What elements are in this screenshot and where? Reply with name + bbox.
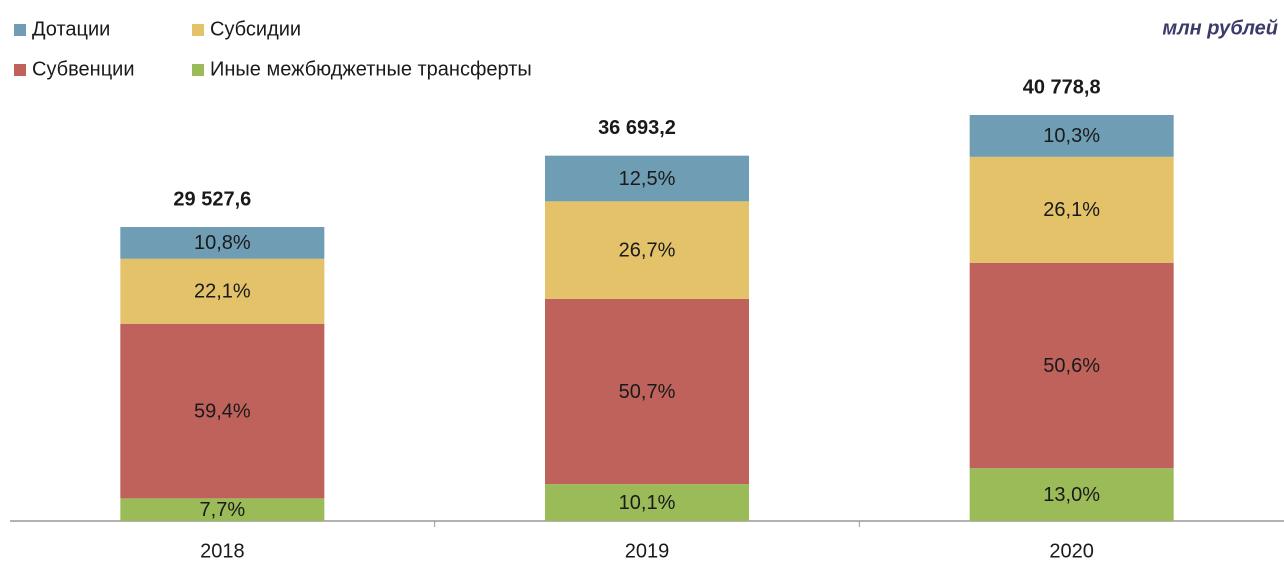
x-tick-label: 2019 bbox=[625, 540, 670, 562]
value-label: 50,7% bbox=[619, 381, 676, 403]
value-label: 7,7% bbox=[200, 499, 246, 521]
bar-segment bbox=[545, 484, 749, 521]
value-label: 13,0% bbox=[1043, 484, 1100, 506]
legend-label: Субвенции bbox=[32, 58, 135, 80]
value-label: 50,6% bbox=[1043, 355, 1100, 377]
legend-label: Субсидии bbox=[210, 18, 301, 40]
bar-segment bbox=[120, 258, 325, 324]
x-tick-label: 2020 bbox=[1049, 540, 1094, 562]
value-label: 26,1% bbox=[1043, 199, 1100, 221]
legend-swatch bbox=[192, 64, 204, 76]
legend-swatch bbox=[14, 64, 26, 76]
value-label: 10,1% bbox=[619, 492, 676, 514]
bar-segment bbox=[969, 115, 1174, 157]
bar-segment bbox=[120, 323, 325, 499]
total-label: 29 527,6 bbox=[173, 188, 251, 210]
value-label: 10,8% bbox=[194, 232, 251, 254]
bar-segment bbox=[969, 468, 1174, 521]
unit-note: млн рублей bbox=[1162, 17, 1278, 39]
bar-segment bbox=[545, 201, 749, 299]
total-label: 36 693,2 bbox=[598, 117, 676, 139]
bar-segment bbox=[545, 298, 749, 485]
value-label: 26,7% bbox=[619, 239, 676, 261]
bar-segment bbox=[969, 156, 1174, 263]
legend-label: Дотации bbox=[32, 18, 110, 40]
value-label: 22,1% bbox=[194, 281, 251, 303]
value-label: 12,5% bbox=[619, 168, 676, 190]
bar-segment bbox=[120, 227, 325, 259]
total-label: 40 778,8 bbox=[1023, 76, 1101, 98]
bar-segment bbox=[120, 498, 325, 521]
bar-segment bbox=[969, 262, 1174, 469]
legend-swatch bbox=[14, 24, 26, 36]
value-label: 59,4% bbox=[194, 400, 251, 422]
bar-segment bbox=[545, 155, 749, 202]
legend-swatch bbox=[192, 24, 204, 36]
x-tick-label: 2018 bbox=[200, 540, 245, 562]
legend-label: Иные межбюджетные трансферты bbox=[210, 58, 532, 80]
value-label: 10,3% bbox=[1043, 125, 1100, 147]
